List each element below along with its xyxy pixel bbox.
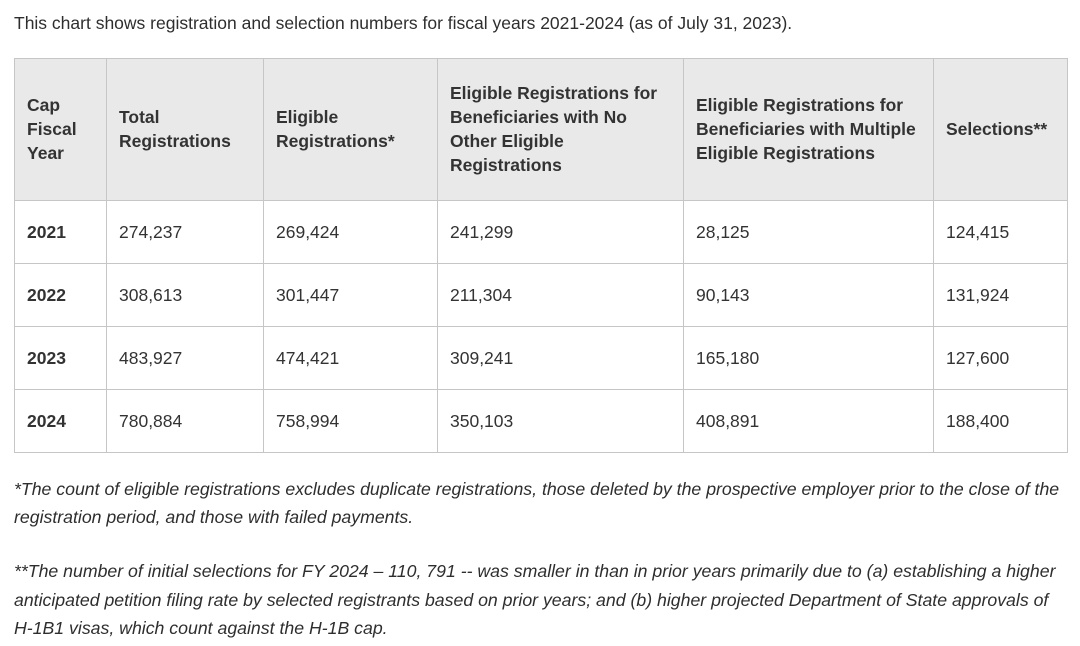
cell-eligible-multiple: 408,891 <box>683 388 934 453</box>
footnote-eligible-registrations: *The count of eligible registrations exc… <box>14 478 1060 528</box>
table-header: Cap Fiscal Year Total Registrations Elig… <box>14 57 1068 201</box>
cell-eligible-registrations: 474,421 <box>263 325 438 390</box>
cell-selections: 127,600 <box>933 325 1068 390</box>
cell-year: 2021 <box>14 199 107 264</box>
cell-eligible-registrations: 758,994 <box>263 388 438 453</box>
cell-eligible-registrations: 301,447 <box>263 262 438 327</box>
table-header-row: Cap Fiscal Year Total Registrations Elig… <box>14 57 1068 201</box>
header-cap-fiscal-year: Cap Fiscal Year <box>14 57 107 201</box>
cell-total-registrations: 483,927 <box>106 325 264 390</box>
header-total-registrations: Total Registrations <box>106 57 264 201</box>
cell-selections: 124,415 <box>933 199 1068 264</box>
table-body: 2021 274,237 269,424 241,299 28,125 124,… <box>14 199 1068 453</box>
header-eligible-no-other: Eligible Registrations for Beneficiaries… <box>437 57 684 201</box>
cell-total-registrations: 308,613 <box>106 262 264 327</box>
cell-year: 2022 <box>14 262 107 327</box>
cell-eligible-no-other: 309,241 <box>437 325 684 390</box>
cell-year: 2024 <box>14 388 107 453</box>
table-row-2021: 2021 274,237 269,424 241,299 28,125 124,… <box>14 199 1068 264</box>
cell-eligible-multiple: 28,125 <box>683 199 934 264</box>
footnote-selections: **The number of initial selections for F… <box>14 561 1056 638</box>
table-row-2022: 2022 308,613 301,447 211,304 90,143 131,… <box>14 262 1068 327</box>
cell-eligible-no-other: 241,299 <box>437 199 684 264</box>
cell-selections: 188,400 <box>933 388 1068 453</box>
cell-selections: 131,924 <box>933 262 1068 327</box>
cell-total-registrations: 274,237 <box>106 199 264 264</box>
header-selections: Selections** <box>933 57 1068 201</box>
cell-total-registrations: 780,884 <box>106 388 264 453</box>
cell-eligible-multiple: 90,143 <box>683 262 934 327</box>
table-row-2023: 2023 483,927 474,421 309,241 165,180 127… <box>14 325 1068 390</box>
table-row-2024: 2024 780,884 758,994 350,103 408,891 188… <box>14 388 1068 453</box>
header-eligible-multiple: Eligible Registrations for Beneficiaries… <box>683 57 934 201</box>
cell-eligible-no-other: 350,103 <box>437 388 684 453</box>
registrations-table: Cap Fiscal Year Total Registrations Elig… <box>14 57 1068 453</box>
cell-eligible-registrations: 269,424 <box>263 199 438 264</box>
cell-eligible-no-other: 211,304 <box>437 262 684 327</box>
header-eligible-registrations: Eligible Registrations* <box>263 57 438 201</box>
cell-year: 2023 <box>14 325 107 390</box>
intro-caption: This chart shows registration and select… <box>14 13 793 33</box>
cell-eligible-multiple: 165,180 <box>683 325 934 390</box>
